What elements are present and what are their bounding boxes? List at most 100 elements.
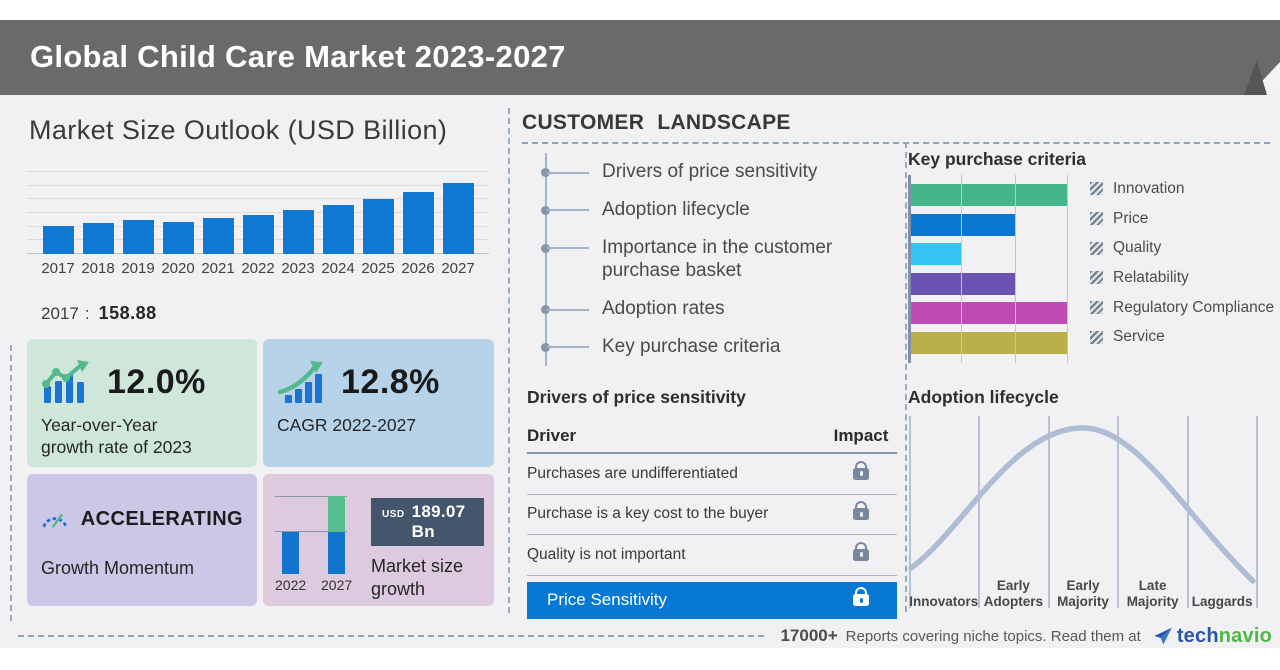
yoy-label: Year-over-Year growth rate of 2023	[41, 415, 192, 457]
legend-item: Service	[1090, 322, 1274, 352]
cagr-label: CAGR 2022-2027	[277, 415, 417, 435]
criteria-bar	[908, 302, 1068, 324]
stage-divider	[1117, 416, 1119, 608]
market-size-section: Market Size Outlook (USD Billion) 2017 20…	[27, 105, 495, 606]
market-size-bar-2023	[282, 210, 314, 254]
reference-line	[275, 531, 347, 532]
gridline	[961, 175, 963, 363]
technavio-logo: tech navio	[1151, 625, 1272, 648]
market-size-bar-2020	[162, 222, 194, 254]
cagr-value: 12.8%	[341, 362, 440, 401]
stage-label: Late Majority	[1126, 578, 1179, 610]
landscape-item: Key purchase criteria	[541, 328, 900, 366]
market-size-bar-2025	[362, 199, 394, 254]
table-row: Quality is not important	[527, 535, 897, 576]
chart-bars	[27, 172, 489, 254]
bar-trend-up-icon	[42, 360, 89, 403]
dashed-rule	[18, 635, 765, 637]
legend-label: Innovation	[1113, 179, 1185, 197]
market-size-bar-2018	[82, 223, 114, 254]
criteria-legend: Innovation Price Quality Relatability Regula…	[1090, 174, 1274, 360]
momentum-value: ACCELERATING	[80, 507, 243, 530]
brand-navio: navio	[1218, 624, 1272, 647]
x-axis-label: 2025	[361, 260, 395, 277]
brand-tech: tech	[1176, 624, 1219, 647]
column-header-driver: Driver	[527, 425, 577, 445]
criteria-row	[908, 331, 1068, 354]
stat-cards: 12.0% Year-over-Year growth rate of 2023…	[27, 339, 495, 606]
chart-column	[159, 172, 197, 254]
x-axis-label: 2024	[321, 260, 355, 277]
report-count: 17000+	[780, 626, 838, 645]
momentum-label: Growth Momentum	[41, 558, 195, 578]
usd-amount-badge: USD 189.07 Bn	[371, 498, 484, 546]
gridline	[1014, 175, 1016, 363]
x-axis-label: 2027	[441, 260, 475, 277]
table-header-row: Driver Impact	[527, 419, 897, 454]
price-sensitivity-table: Driver Impact Purchases are undifferenti…	[527, 419, 897, 619]
x-axis-label: 2022	[241, 260, 275, 277]
growth-label: Market size growth	[371, 556, 464, 600]
gridline	[27, 212, 489, 213]
yoy-growth-card: 12.0% Year-over-Year growth rate of 2023	[27, 339, 257, 467]
stage-label: Early Majority	[1057, 578, 1109, 610]
reference-line	[275, 496, 347, 497]
criteria-row	[908, 302, 1068, 324]
legend-hatch-swatch	[1090, 330, 1103, 344]
stage-label: Laggards	[1191, 594, 1253, 610]
gridline	[27, 198, 489, 200]
stage-label: Early Adopters	[983, 578, 1044, 610]
key-purchase-criteria-title: Key purchase criteria	[908, 149, 1087, 169]
lock-icon	[853, 460, 869, 480]
callout-separator: :	[84, 304, 90, 323]
criteria-bar	[908, 184, 1068, 206]
legend-hatch-swatch	[1090, 241, 1103, 255]
x-axis-label: 2019	[121, 260, 155, 277]
highlight-row-label: Price Sensitivity	[547, 590, 667, 609]
criteria-row	[908, 272, 1068, 295]
lock-icon	[853, 541, 869, 561]
growth-mini-chart: 2022 2027	[275, 484, 363, 596]
key-purchase-criteria-block: Key purchase criteria Innovation Price Qua…	[908, 149, 1274, 363]
stage-label: Innovators	[909, 594, 979, 610]
adoption-lifecycle-title: Adoption lifecycle	[908, 387, 1059, 407]
market-size-title: Market Size Outlook (USD Billion)	[29, 115, 448, 145]
stage-divider	[1256, 416, 1258, 608]
driver-cell: Purchase is a key cost to the buyer	[527, 505, 769, 523]
landscape-item: Adoption rates	[541, 290, 900, 328]
customer-landscape-section: CUSTOMER LANDSCAPE Drivers of price sens…	[522, 105, 1274, 620]
legend-label: Price	[1113, 209, 1149, 227]
chart-column	[119, 172, 157, 254]
market-size-bar-2021	[202, 218, 234, 254]
dashed-rule	[522, 142, 1270, 144]
customer-landscape-title: CUSTOMER LANDSCAPE	[522, 111, 791, 134]
legend-item: Innovation	[1090, 174, 1274, 204]
price-sensitivity-title: Drivers of price sensitivity	[527, 387, 746, 407]
footer-text: Reports covering niche topics. Read them…	[845, 627, 1141, 645]
currency-label: USD	[382, 509, 405, 520]
market-size-bar-chart	[27, 170, 489, 254]
footer: 17000+ Reports covering niche topics. Re…	[18, 622, 1272, 650]
growth-momentum-card: ACCELERATING Growth Momentum	[27, 474, 257, 606]
callout-year: 2017	[41, 304, 79, 323]
gridline	[27, 170, 489, 172]
legend-item: Regulatory Compliance	[1090, 293, 1274, 323]
legend-label: Regulatory Compliance	[1113, 298, 1275, 316]
gridline	[1067, 175, 1068, 363]
mini-bar-2022	[282, 532, 299, 574]
landscape-item: Importance in the customer purchase bask…	[541, 229, 900, 291]
impact-cell	[825, 541, 897, 561]
y-axis-line	[908, 175, 911, 363]
price-sensitivity-highlight-row: Price Sensitivity	[527, 581, 897, 619]
vertical-divider	[508, 108, 510, 613]
criteria-row	[908, 243, 1068, 265]
chart-column	[399, 172, 437, 254]
market-size-bar-2019	[122, 220, 154, 254]
impact-cell	[825, 460, 897, 480]
adoption-lifecycle-chart: Innovators Early Adopters Early Majority La…	[908, 416, 1258, 614]
chart-column	[319, 172, 357, 254]
mini-bar-2027-base	[328, 532, 345, 574]
technavio-plane-icon	[1154, 627, 1172, 645]
mini-year-label: 2027	[321, 577, 353, 593]
